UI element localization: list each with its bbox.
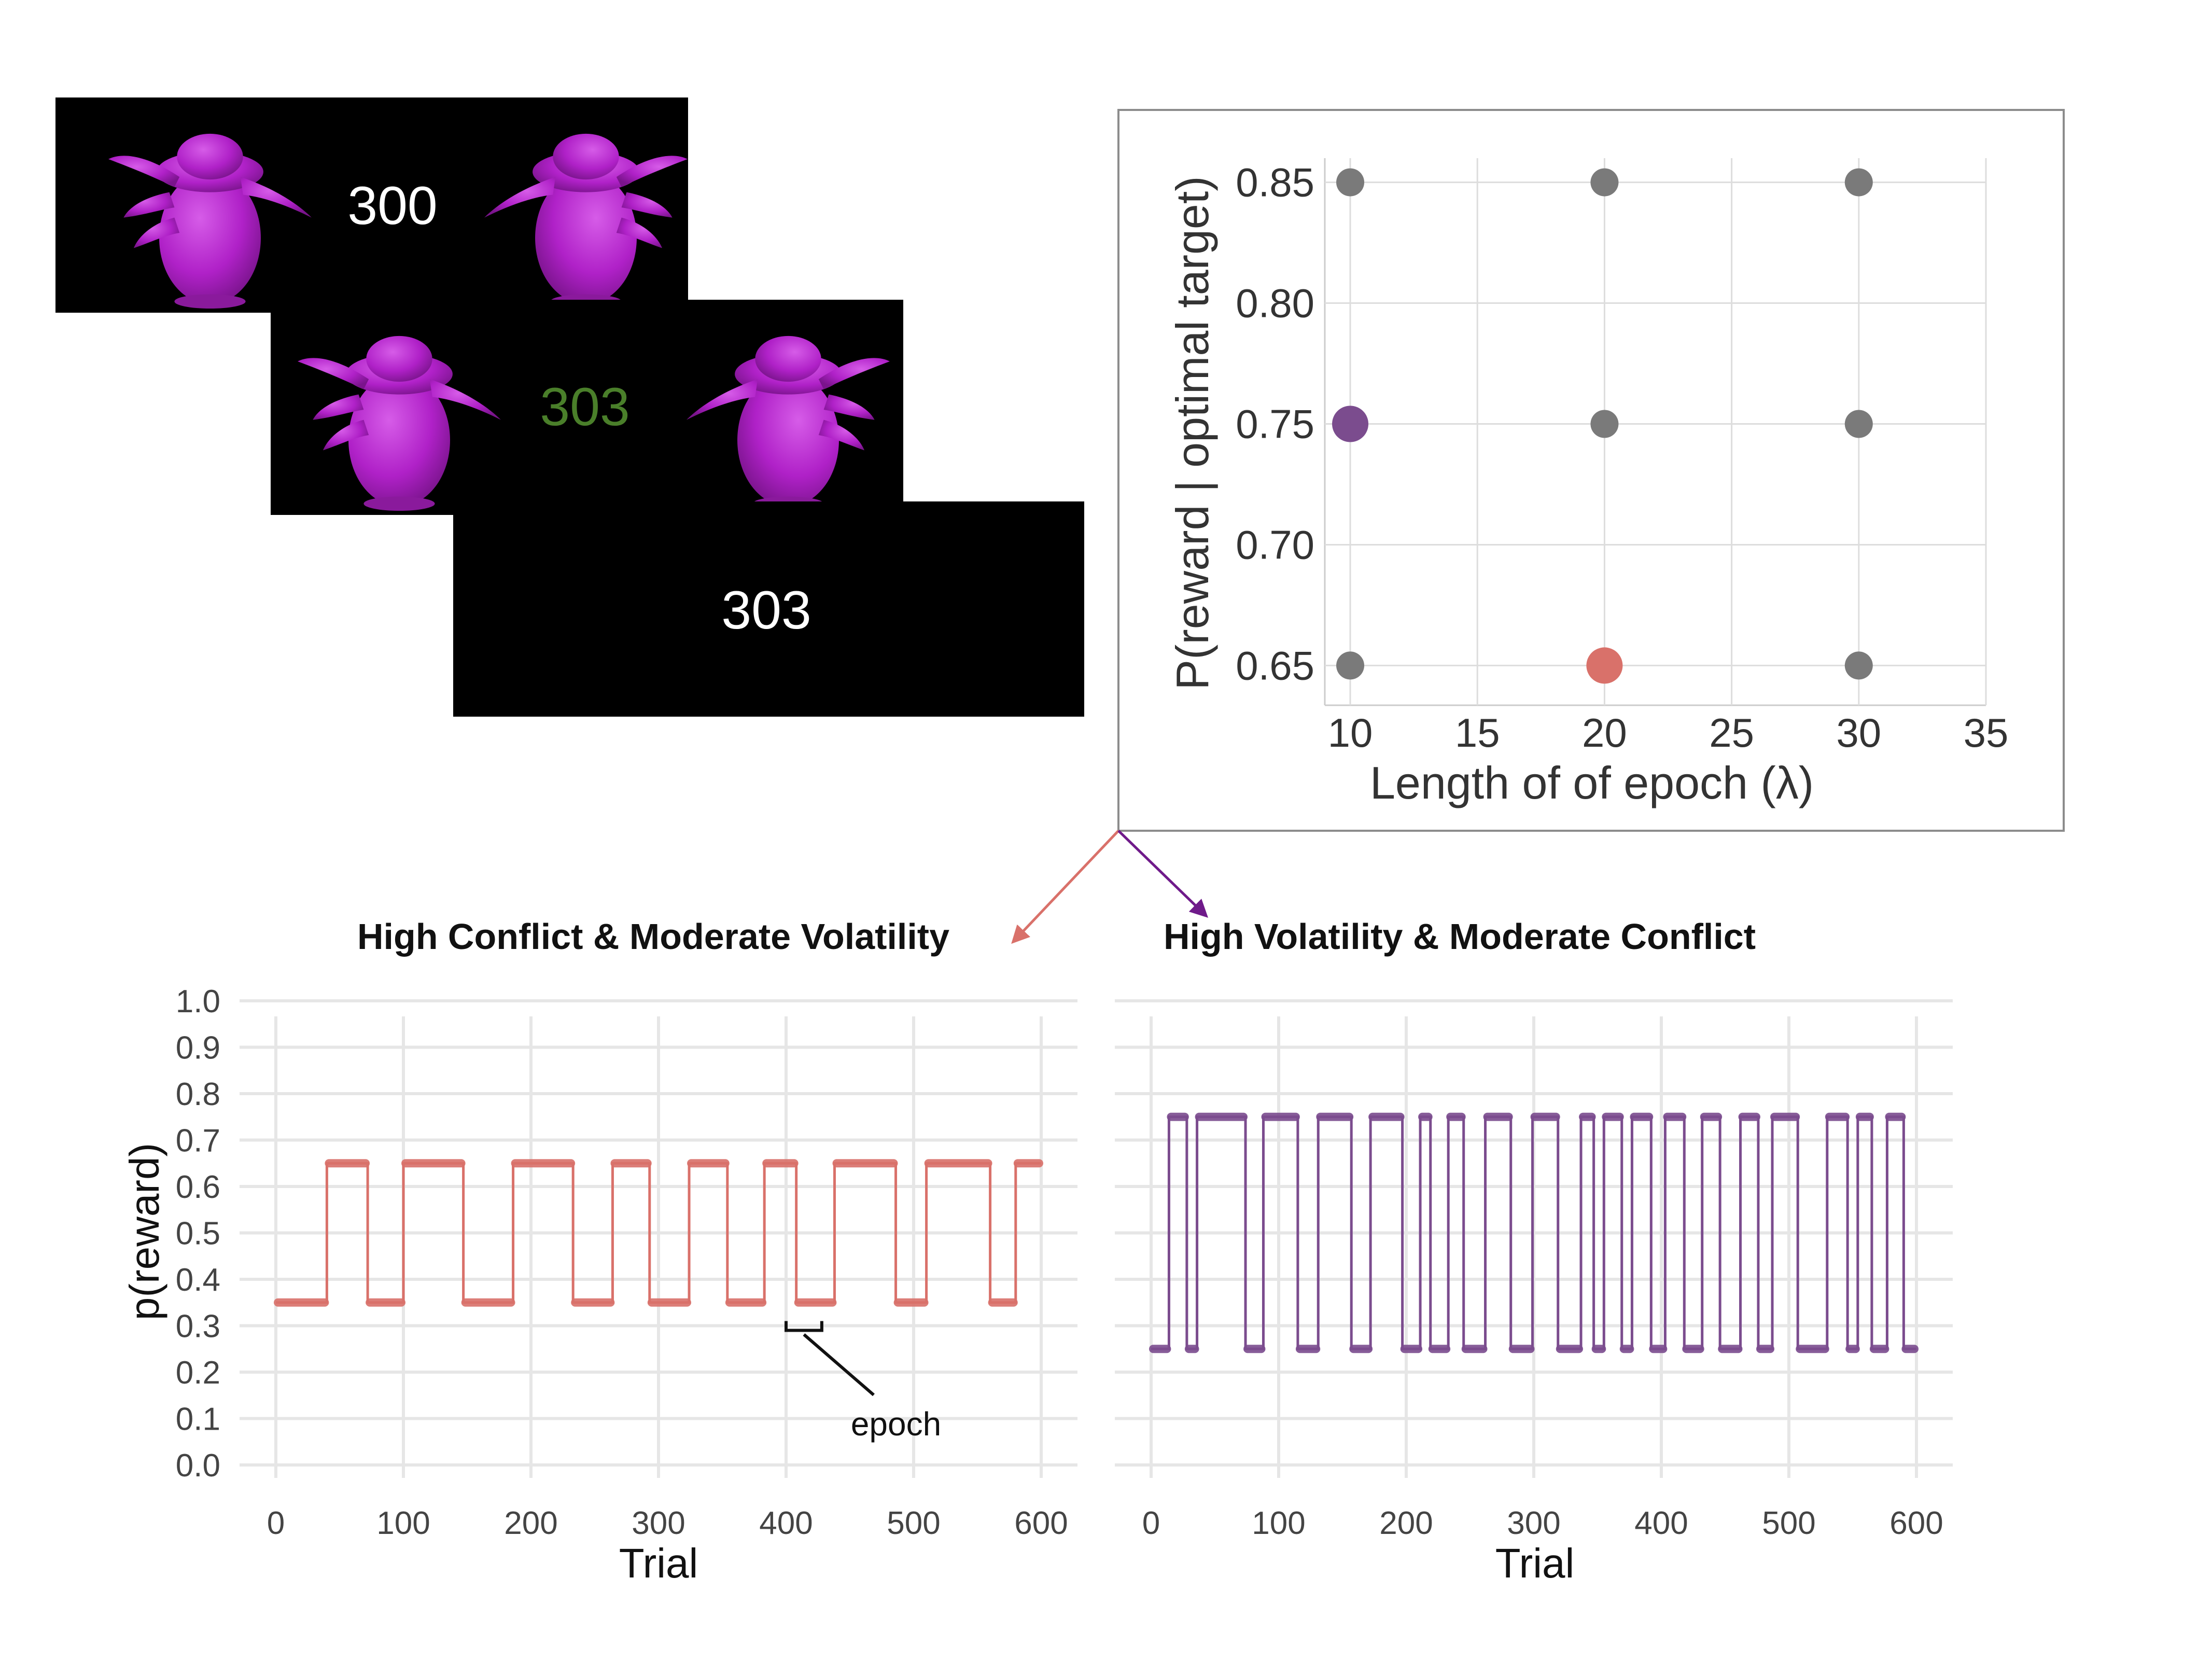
right-ticks: 0 100 200 300 400 500 600 xyxy=(1142,1505,1943,1541)
scatter-y-axis-label: P(reward | optimal target) xyxy=(1167,176,1218,690)
scatter-y-tick-label: 0.80 xyxy=(1236,281,1314,326)
scatter-point-high-conflict xyxy=(1586,647,1623,684)
x-tick-label: 0 xyxy=(1142,1505,1160,1541)
scatter-point-other xyxy=(1844,410,1873,438)
right-trace xyxy=(1149,1112,1919,1353)
epoch-label: epoch xyxy=(851,1405,941,1443)
y-tick-label: 0.8 xyxy=(176,1077,220,1112)
y-tick-label: 0.9 xyxy=(176,1030,220,1066)
scatter-y-tick-label: 0.75 xyxy=(1236,401,1314,447)
y-tick-label: 0.7 xyxy=(176,1123,220,1159)
y-tick-label: 0.4 xyxy=(176,1262,220,1298)
screen-2: 303 xyxy=(271,300,903,515)
epoch-annotation: epoch xyxy=(785,1321,941,1443)
screen-3-number: 303 xyxy=(721,580,811,640)
left-trace xyxy=(274,1159,1043,1307)
y-tick-label: 0.6 xyxy=(176,1169,220,1205)
left-panel-title: High Conflict & Moderate Volatility xyxy=(357,916,949,957)
left-x-axis-label: Trial xyxy=(619,1540,698,1586)
high-conflict-panel: High Conflict & Moderate Volatility 0 100… xyxy=(121,916,1077,1586)
scatter-grid xyxy=(1324,158,1987,706)
x-tick-label: 100 xyxy=(376,1505,430,1541)
x-tick-label: 500 xyxy=(887,1505,940,1541)
scatter-y-tick-label: 0.70 xyxy=(1236,522,1314,567)
scatter-point-other xyxy=(1844,168,1873,197)
scatter-points xyxy=(1332,168,1873,684)
scatter-y-tick-label: 0.85 xyxy=(1236,160,1314,205)
scatter-x-tick-label: 30 xyxy=(1836,710,1881,756)
y-tick-label: 0.2 xyxy=(176,1355,220,1391)
y-tick-label: 0.1 xyxy=(176,1402,220,1437)
scatter-point-other xyxy=(1590,410,1619,438)
left-y-axis-label: p(reward) xyxy=(121,1143,167,1320)
screen-3: 303 xyxy=(453,501,1084,717)
scatter-x-axis-label: Length of of epoch (λ) xyxy=(1370,757,1814,808)
x-tick-label: 300 xyxy=(1507,1505,1560,1541)
left-grid xyxy=(240,999,1077,1478)
x-tick-label: 600 xyxy=(1014,1505,1068,1541)
x-tick-label: 200 xyxy=(504,1505,557,1541)
connector-arrows xyxy=(1011,830,1209,944)
y-tick-label: 1.0 xyxy=(176,984,220,1019)
screen-1-number: 300 xyxy=(347,176,438,236)
y-tick-label: 0.5 xyxy=(176,1216,220,1252)
x-tick-label: 0 xyxy=(267,1505,285,1541)
screen-2-number: 303 xyxy=(540,377,630,437)
epoch-bracket xyxy=(785,1321,823,1332)
x-tick-label: 600 xyxy=(1889,1505,1943,1541)
scatter-point-high-volatility xyxy=(1332,406,1369,442)
scatter-x-tick-label: 25 xyxy=(1709,710,1754,756)
scatter-y-tick-label: 0.65 xyxy=(1236,643,1314,688)
right-grid xyxy=(1115,999,1953,1478)
right-x-axis-label: Trial xyxy=(1495,1540,1575,1586)
arrow-to-high-conflict xyxy=(1011,830,1119,944)
x-tick-label: 500 xyxy=(1762,1505,1815,1541)
x-tick-label: 200 xyxy=(1379,1505,1433,1541)
scatter-point-other xyxy=(1590,168,1619,197)
scatter-point-other xyxy=(1844,651,1873,680)
y-tick-label: 0.0 xyxy=(176,1448,220,1484)
y-tick-label: 0.3 xyxy=(176,1309,220,1345)
scatter-x-tick-label: 15 xyxy=(1455,710,1500,756)
parameter-scatter-panel: 10 15 20 25 30 35 0.65 0.70 0.75 0.80 0.85 Length … xyxy=(1117,109,2065,832)
x-tick-label: 100 xyxy=(1252,1505,1305,1541)
x-tick-label: 400 xyxy=(759,1505,813,1541)
scatter-x-tick-label: 20 xyxy=(1582,710,1627,756)
right-panel-title: High Volatility & Moderate Conflict xyxy=(1164,916,1756,957)
scatter-point-other xyxy=(1336,651,1365,680)
x-tick-label: 300 xyxy=(632,1505,685,1541)
scatter-x-tick-label: 35 xyxy=(1964,710,2009,756)
scatter-point-other xyxy=(1336,168,1365,197)
reward-probability-line xyxy=(276,1162,1041,1304)
x-tick-label: 400 xyxy=(1634,1505,1688,1541)
high-volatility-panel: High Volatility & Moderate Conflict 0 100… xyxy=(1115,916,1953,1586)
screen-1: 300 xyxy=(55,97,688,313)
epoch-pointer-line xyxy=(803,1333,875,1396)
arrow-to-high-volatility xyxy=(1117,830,1209,918)
left-ticks: 0 100 200 300 400 500 600 0.0 0.1 0.2 0.3 0.4 0.5 0.6… xyxy=(176,984,1068,1541)
scatter-ticks: 10 15 20 25 30 35 0.65 0.70 0.75 0.80 0.85 xyxy=(1236,160,2008,756)
scatter-x-tick-label: 10 xyxy=(1328,710,1373,756)
stimulus-screens: 300 303 303 xyxy=(55,97,1084,717)
